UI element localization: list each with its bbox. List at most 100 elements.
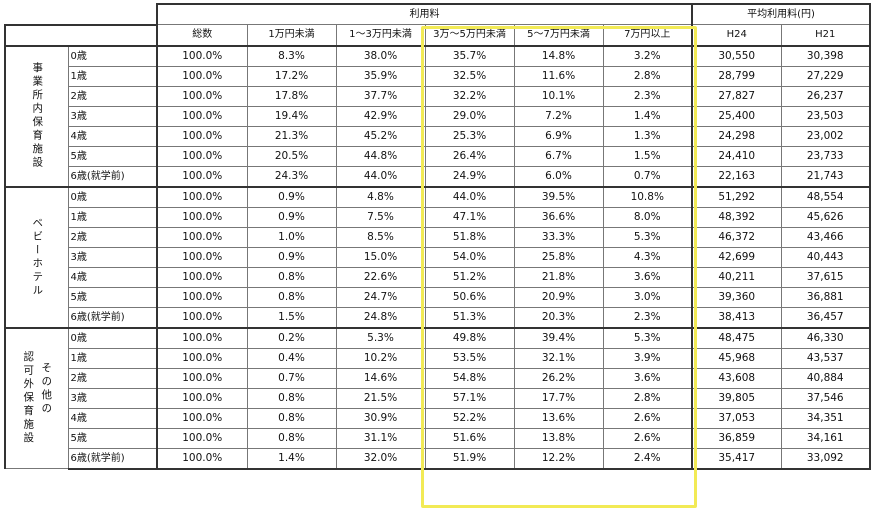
cell-10k-30k: 45.2% bbox=[335, 125, 426, 147]
header-row-1: 利用料 平均利用料(円) bbox=[5, 3, 871, 25]
cell-under-10k: 20.5% bbox=[246, 145, 337, 167]
table-row: 2歳 100.0% 0.7% 14.6% 54.8% 26.2% 3.6% 43,608 40,… bbox=[5, 367, 871, 389]
cell-10k-30k: 24.8% bbox=[335, 306, 426, 328]
cell-under-10k: 17.2% bbox=[246, 65, 337, 87]
cell-under-10k: 1.5% bbox=[246, 306, 337, 328]
age-label: 5歳 bbox=[67, 286, 158, 308]
group-label: 事業所内保育施設 bbox=[4, 44, 69, 187]
cell-over-70k: 1.5% bbox=[602, 145, 693, 167]
cell-50k-70k: 12.2% bbox=[513, 447, 604, 470]
cell-under-10k: 24.3% bbox=[246, 165, 337, 187]
cell-30k-50k: 50.6% bbox=[424, 286, 515, 308]
cell-under-10k: 1.4% bbox=[246, 447, 337, 470]
cell-under-10k: 0.9% bbox=[246, 206, 337, 228]
cell-h24: 35,417 bbox=[691, 447, 782, 470]
cell-30k-50k: 54.8% bbox=[424, 367, 515, 389]
cell-50k-70k: 20.9% bbox=[513, 286, 604, 308]
cell-total: 100.0% bbox=[156, 65, 248, 87]
cell-50k-70k: 32.1% bbox=[513, 347, 604, 369]
cell-30k-50k: 47.1% bbox=[424, 206, 515, 228]
cell-50k-70k: 6.9% bbox=[513, 125, 604, 147]
cell-h21: 30,398 bbox=[780, 44, 871, 67]
group-label: 認可外保育施設 その他の bbox=[4, 326, 69, 469]
cell-10k-30k: 42.9% bbox=[335, 105, 426, 127]
age-label: 3歳 bbox=[67, 387, 158, 409]
cell-10k-30k: 10.2% bbox=[335, 347, 426, 369]
table-row: 2歳 100.0% 1.0% 8.5% 51.8% 33.3% 5.3% 46,372 43,4… bbox=[5, 226, 871, 248]
cell-50k-70k: 33.3% bbox=[513, 226, 604, 248]
table-row: 5歳 100.0% 0.8% 31.1% 51.6% 13.8% 2.6% 36,859 34,… bbox=[5, 427, 871, 449]
cell-h24: 51,292 bbox=[691, 185, 782, 208]
cell-under-10k: 21.3% bbox=[246, 125, 337, 147]
cell-over-70k: 2.3% bbox=[602, 306, 693, 328]
cell-h21: 46,330 bbox=[780, 326, 871, 349]
cell-10k-30k: 31.1% bbox=[335, 427, 426, 449]
cell-10k-30k: 21.5% bbox=[335, 387, 426, 409]
cell-over-70k: 8.0% bbox=[602, 206, 693, 228]
cell-30k-50k: 49.8% bbox=[424, 326, 515, 349]
table-row: 3歳 100.0% 0.9% 15.0% 54.0% 25.8% 4.3% 42,699 40,… bbox=[5, 246, 871, 268]
cell-h21: 43,537 bbox=[780, 347, 871, 369]
cell-50k-70k: 39.5% bbox=[513, 185, 604, 208]
cell-h24: 37,053 bbox=[691, 407, 782, 429]
cell-total: 100.0% bbox=[156, 246, 248, 268]
cell-10k-30k: 35.9% bbox=[335, 65, 426, 87]
cell-10k-30k: 32.0% bbox=[335, 447, 426, 470]
cell-total: 100.0% bbox=[156, 105, 248, 127]
cell-50k-70k: 26.2% bbox=[513, 367, 604, 389]
cell-over-70k: 3.0% bbox=[602, 286, 693, 308]
group-label-text: ベビーホテル bbox=[31, 216, 44, 298]
cell-30k-50k: 53.5% bbox=[424, 347, 515, 369]
cell-over-70k: 2.4% bbox=[602, 447, 693, 470]
age-label: 2歳 bbox=[67, 226, 158, 248]
cell-total: 100.0% bbox=[156, 125, 248, 147]
cell-h21: 40,884 bbox=[780, 367, 871, 389]
cell-10k-30k: 15.0% bbox=[335, 246, 426, 268]
cell-over-70k: 2.6% bbox=[602, 427, 693, 449]
cell-h21: 34,351 bbox=[780, 407, 871, 429]
cell-total: 100.0% bbox=[156, 44, 248, 67]
cell-under-10k: 0.9% bbox=[246, 185, 337, 208]
cell-30k-50k: 26.4% bbox=[424, 145, 515, 167]
cell-over-70k: 2.8% bbox=[602, 65, 693, 87]
cell-h21: 33,092 bbox=[780, 447, 871, 470]
col-header-under-10k: 1万円未満 bbox=[246, 24, 337, 46]
cell-total: 100.0% bbox=[156, 347, 248, 369]
cell-h24: 43,608 bbox=[691, 367, 782, 389]
cell-h21: 43,466 bbox=[780, 226, 871, 248]
cell-total: 100.0% bbox=[156, 367, 248, 389]
cell-total: 100.0% bbox=[156, 145, 248, 167]
cell-50k-70k: 36.6% bbox=[513, 206, 604, 228]
cell-h24: 22,163 bbox=[691, 165, 782, 187]
cell-10k-30k: 37.7% bbox=[335, 85, 426, 107]
age-label: 1歳 bbox=[67, 65, 158, 87]
cell-50k-70k: 17.7% bbox=[513, 387, 604, 409]
cell-10k-30k: 44.8% bbox=[335, 145, 426, 167]
table-row: 1歳 100.0% 0.4% 10.2% 53.5% 32.1% 3.9% 45,968 43,… bbox=[5, 347, 871, 369]
cell-h24: 28,799 bbox=[691, 65, 782, 87]
table-body: 事業所内保育施設 0歳 100.0% 8.3% 38.0% 35.7% 14.8% 3.2% 3… bbox=[4, 44, 871, 470]
age-label: 6歳(就学前) bbox=[67, 306, 158, 328]
cell-50k-70k: 13.6% bbox=[513, 407, 604, 429]
cell-h21: 21,743 bbox=[780, 165, 871, 187]
cell-10k-30k: 22.6% bbox=[335, 266, 426, 288]
cell-h24: 40,211 bbox=[691, 266, 782, 288]
cell-over-70k: 5.3% bbox=[602, 326, 693, 349]
cell-over-70k: 1.3% bbox=[602, 125, 693, 147]
cell-total: 100.0% bbox=[156, 387, 248, 409]
cell-30k-50k: 29.0% bbox=[424, 105, 515, 127]
cell-h24: 38,413 bbox=[691, 306, 782, 328]
cell-30k-50k: 51.8% bbox=[424, 226, 515, 248]
table-row: 4歳 100.0% 0.8% 22.6% 51.2% 21.8% 3.6% 40,211 37,… bbox=[5, 266, 871, 288]
cell-over-70k: 10.8% bbox=[602, 185, 693, 208]
table-row: 2歳 100.0% 17.8% 37.7% 32.2% 10.1% 2.3% 27,827 26… bbox=[5, 85, 871, 107]
cell-under-10k: 0.8% bbox=[246, 266, 337, 288]
cell-h24: 42,699 bbox=[691, 246, 782, 268]
cell-50k-70k: 13.8% bbox=[513, 427, 604, 449]
cell-total: 100.0% bbox=[156, 226, 248, 248]
cell-10k-30k: 38.0% bbox=[335, 44, 426, 67]
cell-over-70k: 3.6% bbox=[602, 367, 693, 389]
cell-10k-30k: 4.8% bbox=[335, 185, 426, 208]
cell-h21: 34,161 bbox=[780, 427, 871, 449]
cell-h21: 23,733 bbox=[780, 145, 871, 167]
